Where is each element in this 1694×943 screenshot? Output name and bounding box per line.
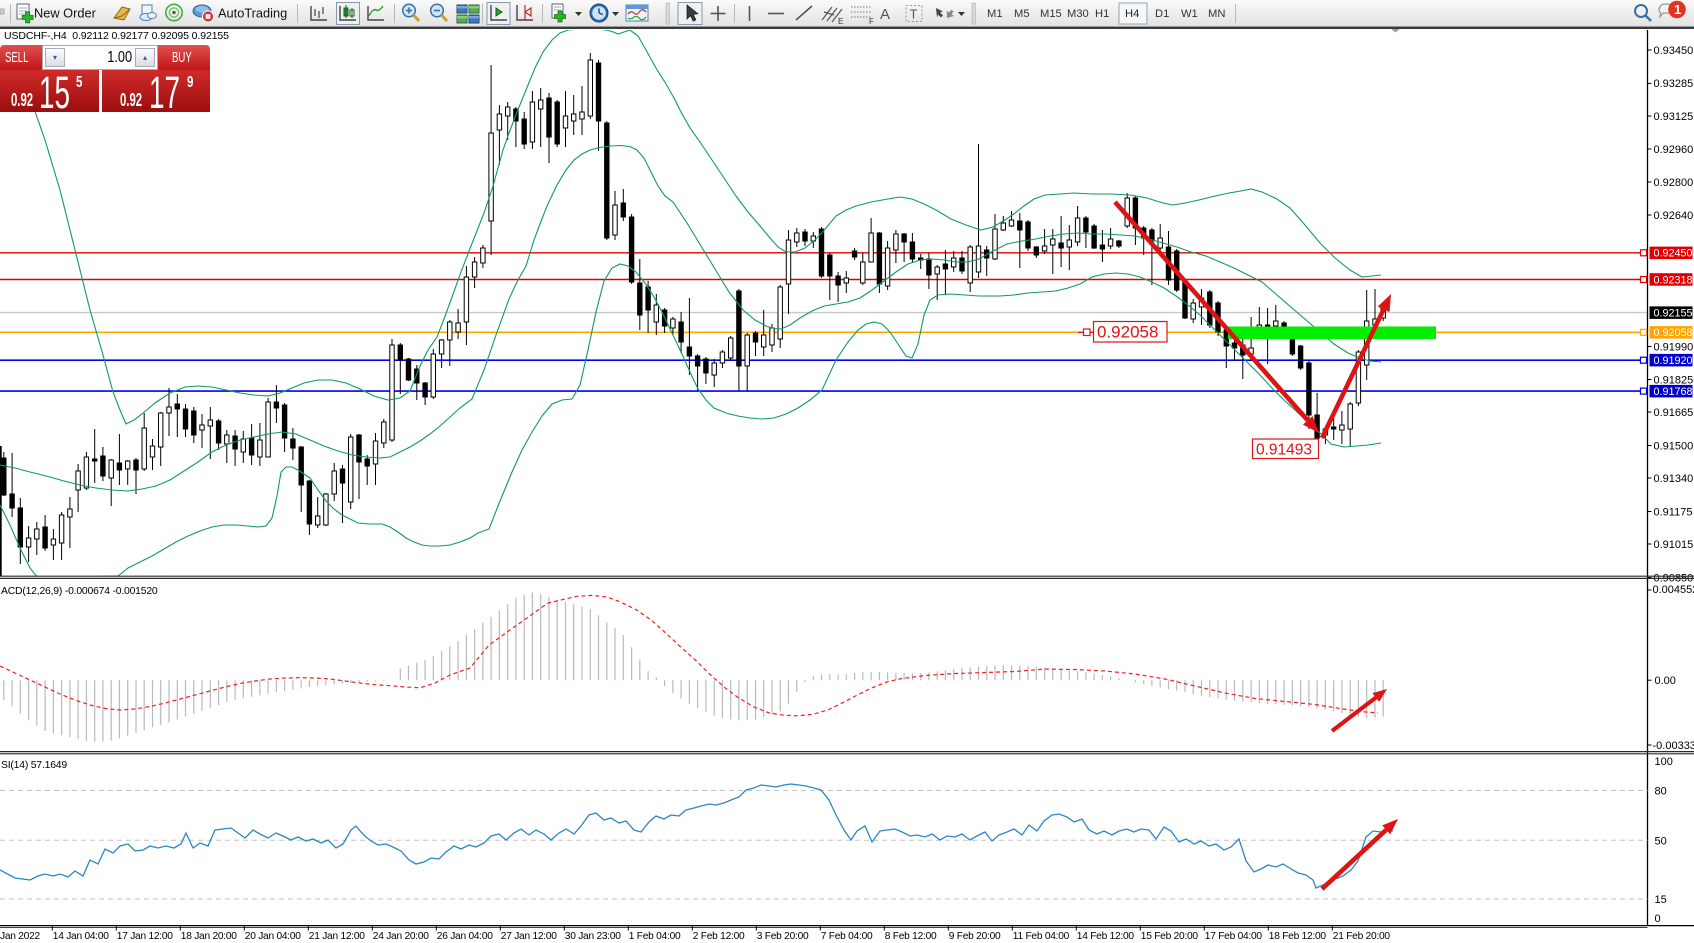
svg-text:0.93450: 0.93450 [1654,45,1694,57]
svg-text:14 Feb 12:00: 14 Feb 12:00 [1077,931,1135,942]
svg-text:50: 50 [1655,835,1667,847]
svg-text:17 Feb 04:00: 17 Feb 04:00 [1205,931,1263,942]
svg-text:H4: H4 [1125,8,1139,20]
svg-text:SI(14) 57.1649: SI(14) 57.1649 [1,760,67,771]
svg-text:H1: H1 [1095,8,1109,20]
svg-text:20 Jan 04:00: 20 Jan 04:00 [245,931,301,942]
svg-text:7 Feb 04:00: 7 Feb 04:00 [821,931,873,942]
svg-text:E: E [838,17,843,26]
svg-text:0: 0 [1655,913,1661,925]
svg-text:0.91015: 0.91015 [1654,539,1694,551]
svg-text:M5: M5 [1014,8,1030,20]
svg-text:30 Jan 23:00: 30 Jan 23:00 [565,931,621,942]
svg-text:W1: W1 [1181,8,1198,20]
svg-text:2 Feb 12:00: 2 Feb 12:00 [693,931,745,942]
svg-text:0.91340: 0.91340 [1654,473,1694,485]
svg-text:-0.003335: -0.003335 [1653,740,1694,752]
svg-text:0.91500: 0.91500 [1654,440,1694,452]
svg-text:0.93125: 0.93125 [1654,111,1694,123]
svg-text:0.91825: 0.91825 [1654,374,1694,386]
svg-text:M1: M1 [987,8,1003,20]
svg-text:0.004552: 0.004552 [1653,584,1694,596]
svg-text:T: T [910,7,918,22]
svg-text:D1: D1 [1155,8,1169,20]
svg-text:0.91493: 0.91493 [1256,442,1312,459]
svg-text:0.92450: 0.92450 [1654,248,1693,260]
svg-text:M15: M15 [1040,8,1062,20]
svg-text:0.92318: 0.92318 [1654,274,1693,286]
svg-text:A: A [880,6,890,23]
svg-text:24 Jan 20:00: 24 Jan 20:00 [373,931,429,942]
svg-text:0.92155: 0.92155 [1654,308,1693,320]
svg-text:15 Feb 20:00: 15 Feb 20:00 [1141,931,1199,942]
svg-text:0.91990: 0.91990 [1654,341,1694,353]
svg-text:21 Jan 12:00: 21 Jan 12:00 [309,931,365,942]
svg-text:0.91920: 0.91920 [1654,355,1693,367]
svg-text:9 Feb 20:00: 9 Feb 20:00 [949,931,1001,942]
svg-text:ACD(12,26,9) -0.000674 -0.0015: ACD(12,26,9) -0.000674 -0.001520 [1,586,158,597]
svg-text:11 Feb 04:00: 11 Feb 04:00 [1013,931,1070,942]
svg-text:80: 80 [1655,786,1667,798]
svg-text:New Order: New Order [34,6,97,21]
svg-text:0.92800: 0.92800 [1654,177,1694,189]
svg-text:Jan 2022: Jan 2022 [0,931,41,942]
svg-text:21 Feb 20:00: 21 Feb 20:00 [1333,931,1391,942]
svg-text:3 Feb 20:00: 3 Feb 20:00 [757,931,809,942]
svg-text:27 Jan 12:00: 27 Jan 12:00 [501,931,557,942]
svg-text:0.92058: 0.92058 [1654,327,1693,339]
svg-text:1: 1 [1674,2,1681,17]
svg-text:26 Jan 04:00: 26 Jan 04:00 [437,931,493,942]
svg-text:MN: MN [1208,8,1225,20]
svg-text:1 Feb 04:00: 1 Feb 04:00 [629,931,681,942]
svg-text:0.91175: 0.91175 [1654,506,1693,518]
svg-text:0.93285: 0.93285 [1654,78,1694,90]
svg-text:0.92640: 0.92640 [1654,210,1694,222]
svg-text:18 Jan 20:00: 18 Jan 20:00 [181,931,237,942]
svg-text:0.00: 0.00 [1655,675,1676,687]
svg-text:100: 100 [1655,756,1673,768]
svg-text:18 Feb 12:00: 18 Feb 12:00 [1269,931,1327,942]
svg-text:0.91665: 0.91665 [1654,407,1694,419]
svg-text:0.92960: 0.92960 [1654,144,1694,156]
svg-text:0.91768: 0.91768 [1654,386,1693,398]
svg-text:14 Jan 04:00: 14 Jan 04:00 [53,931,109,942]
svg-text:AutoTrading: AutoTrading [218,6,287,21]
svg-text:8 Feb 12:00: 8 Feb 12:00 [885,931,937,942]
svg-text:0.92058: 0.92058 [1097,323,1158,342]
svg-text:M30: M30 [1067,8,1089,20]
svg-text:15: 15 [1655,894,1667,906]
svg-text:17 Jan 12:00: 17 Jan 12:00 [117,931,173,942]
svg-text:F: F [869,17,874,26]
